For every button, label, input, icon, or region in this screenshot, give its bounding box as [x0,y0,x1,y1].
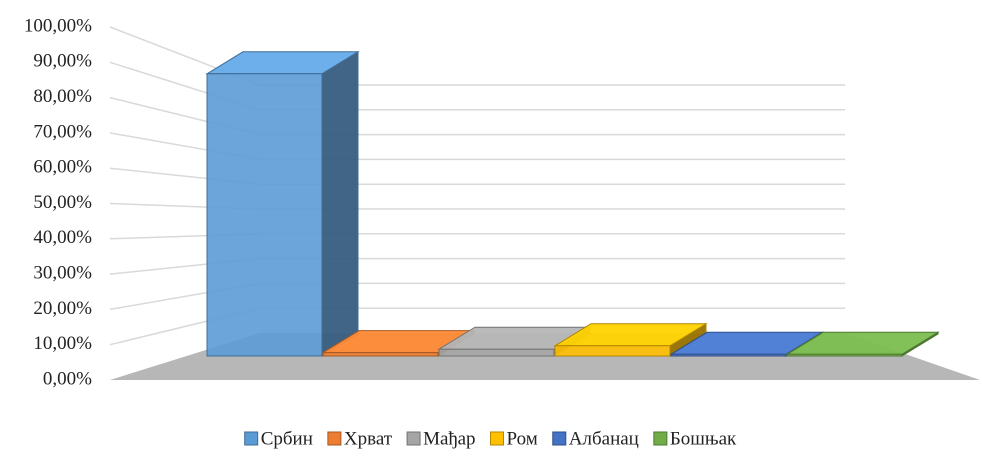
legend-swatch [244,431,259,446]
y-tick-label: 20,00% [33,298,92,319]
bar-front [206,73,323,357]
legend-label: Мађар [423,428,475,449]
y-tick-label: 40,00% [33,227,92,248]
y-tick-label: 50,00% [33,192,92,213]
bar-side [321,50,359,357]
legend-label: Албанац [569,428,639,449]
bar-front [322,352,439,357]
bar-front [438,348,555,357]
legend-swatch [406,431,421,446]
bar-front [786,353,903,357]
legend-label: Бошњак [670,428,737,449]
y-tick-label: 70,00% [33,121,92,142]
bar-front [554,345,671,357]
bar-front [670,353,787,357]
legend-swatch [653,431,668,446]
y-tick-label: 90,00% [33,51,92,72]
y-tick-label: 10,00% [33,333,92,354]
y-tick-label: 30,00% [33,262,92,283]
legend-label: Србин [261,428,313,449]
y-tick-label: 80,00% [33,86,92,107]
legend-label: Хрват [344,428,393,449]
legend-swatch [490,431,505,446]
y-tick-label: 0,00% [43,368,92,389]
y-tick-label: 100,00% [24,15,92,36]
bar [785,331,940,357]
legend-swatch [327,431,342,446]
legend-label: Ром [507,428,538,449]
legend-swatch [552,431,567,446]
bar [205,50,360,357]
y-tick-label: 60,00% [33,157,92,178]
